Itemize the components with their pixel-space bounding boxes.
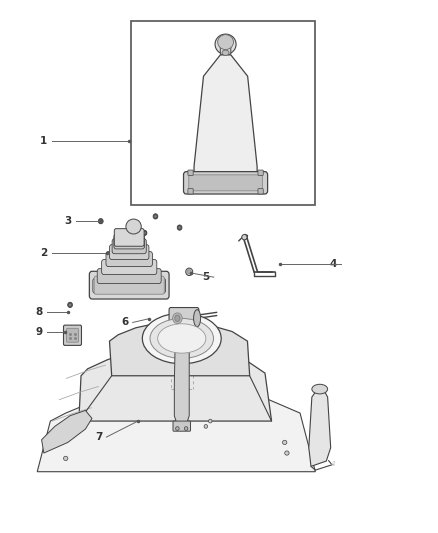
Text: 9: 9 (36, 327, 43, 336)
Ellipse shape (158, 324, 206, 353)
FancyBboxPatch shape (220, 43, 231, 54)
Ellipse shape (178, 227, 180, 229)
Text: 1: 1 (40, 136, 47, 146)
Ellipse shape (142, 230, 147, 236)
Text: 6: 6 (121, 318, 128, 327)
Polygon shape (174, 341, 189, 426)
Text: 5: 5 (202, 272, 209, 282)
Ellipse shape (142, 313, 221, 364)
Ellipse shape (285, 451, 289, 455)
FancyBboxPatch shape (94, 276, 164, 294)
Polygon shape (79, 345, 272, 421)
Ellipse shape (177, 225, 182, 230)
Text: 7: 7 (95, 432, 102, 442)
Ellipse shape (98, 219, 103, 224)
Text: 4: 4 (331, 461, 335, 467)
Ellipse shape (186, 268, 193, 276)
FancyBboxPatch shape (184, 172, 268, 194)
Ellipse shape (194, 310, 201, 327)
FancyBboxPatch shape (102, 260, 157, 274)
Ellipse shape (218, 35, 233, 50)
FancyBboxPatch shape (173, 421, 191, 431)
Ellipse shape (242, 235, 247, 240)
Text: 8: 8 (36, 307, 43, 317)
Ellipse shape (100, 220, 102, 222)
Ellipse shape (176, 426, 179, 431)
Ellipse shape (312, 384, 328, 394)
Ellipse shape (154, 215, 156, 217)
Ellipse shape (64, 456, 68, 461)
FancyBboxPatch shape (258, 189, 263, 194)
FancyBboxPatch shape (169, 308, 199, 329)
FancyBboxPatch shape (114, 229, 144, 246)
Ellipse shape (126, 219, 141, 234)
Ellipse shape (187, 270, 191, 274)
Ellipse shape (67, 302, 73, 308)
Ellipse shape (175, 315, 180, 321)
Text: 3: 3 (64, 216, 71, 226)
Ellipse shape (150, 318, 213, 359)
Ellipse shape (184, 426, 188, 431)
Polygon shape (42, 410, 92, 453)
FancyBboxPatch shape (188, 189, 193, 194)
Ellipse shape (153, 214, 158, 219)
FancyBboxPatch shape (64, 325, 81, 345)
Polygon shape (37, 388, 315, 472)
Ellipse shape (215, 34, 236, 54)
FancyBboxPatch shape (97, 269, 161, 284)
FancyBboxPatch shape (67, 328, 78, 342)
Ellipse shape (222, 50, 229, 55)
FancyBboxPatch shape (188, 170, 193, 175)
Text: 2: 2 (40, 248, 47, 258)
Ellipse shape (283, 440, 287, 445)
Ellipse shape (69, 304, 71, 306)
Ellipse shape (208, 419, 212, 423)
FancyBboxPatch shape (89, 271, 169, 299)
Bar (131, 21, 315, 205)
Ellipse shape (173, 313, 182, 324)
Polygon shape (110, 322, 250, 376)
Polygon shape (194, 55, 257, 176)
FancyBboxPatch shape (93, 278, 166, 293)
FancyBboxPatch shape (110, 245, 149, 260)
FancyBboxPatch shape (258, 170, 263, 175)
Ellipse shape (204, 424, 208, 429)
Ellipse shape (144, 232, 145, 234)
Text: 4: 4 (329, 259, 336, 269)
FancyBboxPatch shape (106, 252, 152, 266)
FancyBboxPatch shape (189, 175, 262, 191)
FancyBboxPatch shape (114, 234, 145, 249)
FancyBboxPatch shape (112, 239, 146, 254)
Polygon shape (309, 389, 331, 466)
